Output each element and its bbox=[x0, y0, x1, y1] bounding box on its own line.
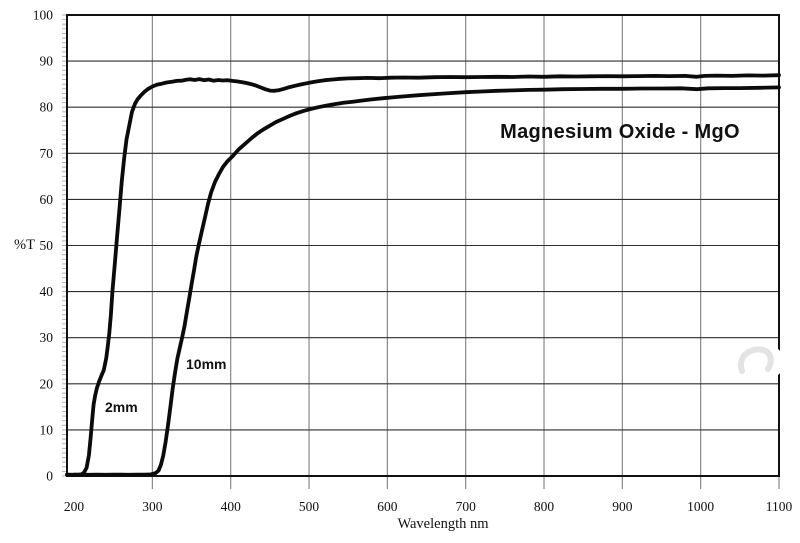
y-tick-label-70: 70 bbox=[40, 146, 54, 161]
y-gridlines bbox=[67, 60, 779, 431]
y-tick-label-90: 90 bbox=[40, 54, 54, 69]
data-curves bbox=[65, 73, 781, 478]
y-tick-label-10: 10 bbox=[40, 422, 54, 437]
y-tick-label-40: 40 bbox=[40, 284, 54, 299]
x-tick-label-1000: 1000 bbox=[687, 499, 714, 514]
x-tick-label-200: 200 bbox=[64, 499, 85, 514]
y-tick-label-30: 30 bbox=[40, 330, 54, 345]
y-tick-labels: 0 10 20 30 40 50 60 70 80 90 100 bbox=[33, 8, 54, 484]
y-tick-label-60: 60 bbox=[40, 192, 54, 207]
series-label-2mm: 2mm bbox=[105, 399, 138, 415]
x-axis-title: Wavelength nm bbox=[397, 516, 489, 532]
x-tick-label-700: 700 bbox=[456, 499, 477, 514]
curve-10mm bbox=[65, 85, 781, 477]
y-minor-tick-ruler bbox=[62, 14, 66, 477]
curve-2mm bbox=[65, 73, 781, 478]
plot-border-rect bbox=[66, 14, 780, 477]
x-tick-label-300: 300 bbox=[142, 499, 163, 514]
x-tick-label-500: 500 bbox=[299, 499, 320, 514]
y-tick-label-20: 20 bbox=[40, 376, 54, 391]
y-tick-label-100: 100 bbox=[33, 8, 54, 23]
chart-title: Magnesium Oxide - MgO bbox=[500, 121, 740, 143]
x-tick-label-900: 900 bbox=[612, 499, 633, 514]
y-axis-title: %T bbox=[14, 237, 35, 253]
x-gridlines bbox=[151, 15, 780, 489]
plot-border bbox=[66, 14, 780, 477]
x-tick-label-600: 600 bbox=[377, 499, 398, 514]
x-tick-label-1100: 1100 bbox=[766, 499, 793, 514]
whiteout-patch bbox=[730, 341, 784, 383]
x-tick-labels: 200 300 400 500 600 700 800 900 1000 1100 bbox=[64, 499, 793, 514]
y-tick-label-0: 0 bbox=[46, 469, 53, 484]
x-tick-label-800: 800 bbox=[534, 499, 555, 514]
series-label-10mm: 10mm bbox=[186, 356, 226, 372]
y-tick-label-80: 80 bbox=[40, 100, 54, 115]
x-tick-label-400: 400 bbox=[221, 499, 242, 514]
watermark-wisp bbox=[737, 346, 774, 374]
y-tick-label-50: 50 bbox=[40, 238, 54, 253]
